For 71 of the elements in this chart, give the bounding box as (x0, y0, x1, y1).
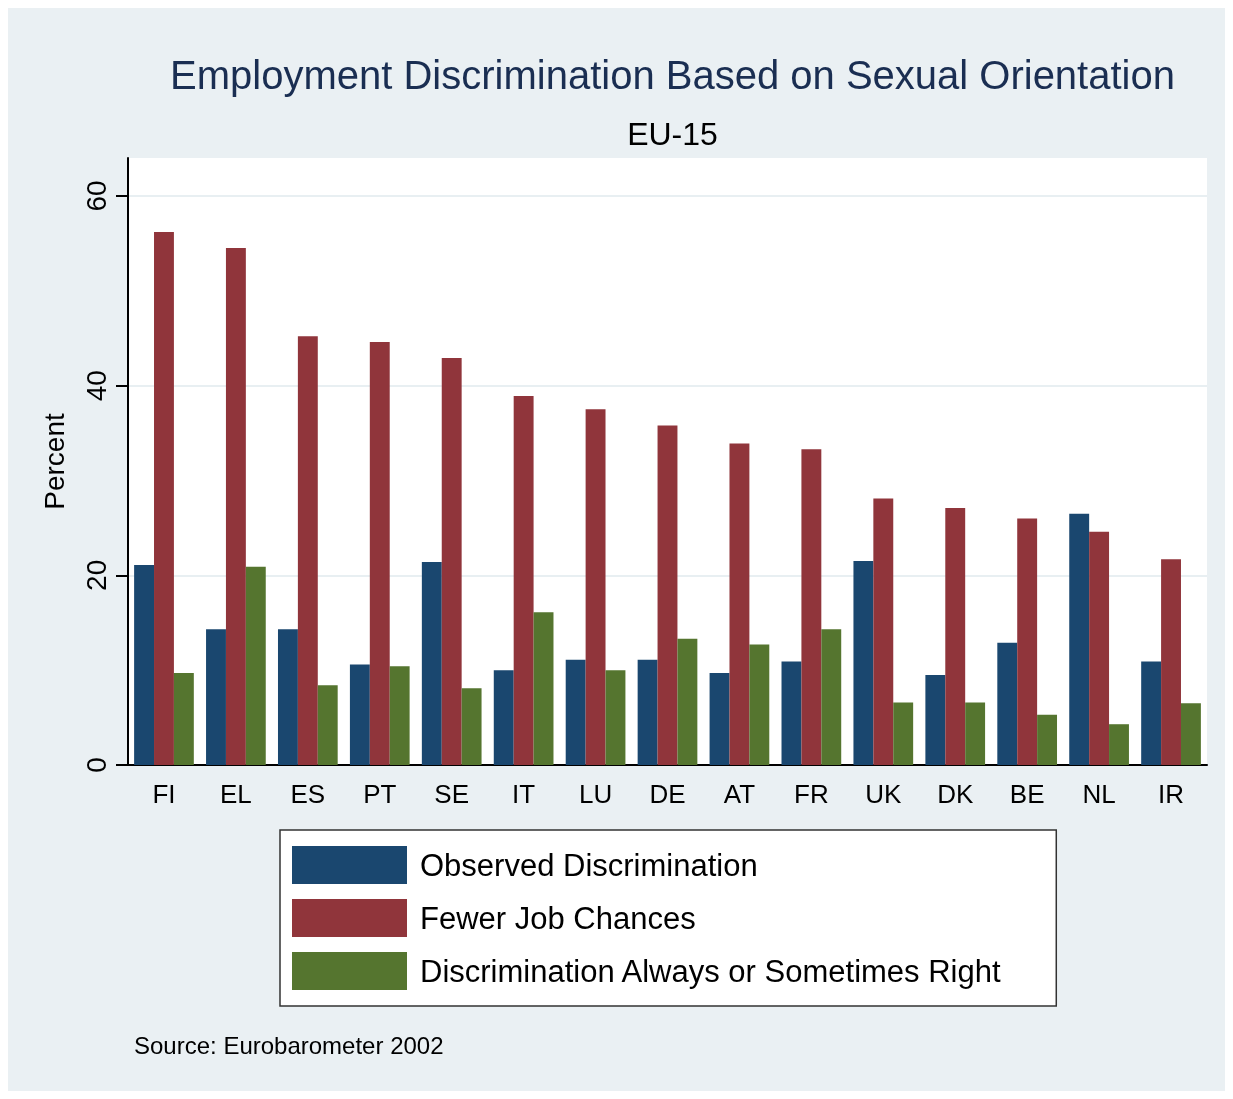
bar (349, 664, 370, 765)
bar (277, 629, 298, 765)
bar (749, 644, 770, 765)
bar (206, 629, 226, 765)
x-tick-label: SE (434, 779, 470, 809)
y-tick-label: 0 (80, 757, 112, 773)
bar (297, 336, 318, 765)
x-tick-label: FR (794, 779, 829, 809)
y-axis-title: Percent (38, 413, 70, 510)
x-tick-label: BE (1009, 779, 1045, 809)
bar (1141, 661, 1162, 765)
x-tick-label: LU (578, 779, 613, 809)
x-tick-label: NL (1082, 779, 1116, 809)
bar (945, 507, 966, 765)
bar (154, 231, 174, 765)
bar (565, 659, 586, 765)
bar (677, 638, 698, 765)
legend-label: Discrimination Always or Sometimes Right (420, 953, 1001, 989)
bar (873, 498, 894, 765)
bar (513, 396, 534, 765)
legend-label: Observed Discrimination (420, 847, 758, 883)
bar (1109, 724, 1129, 765)
bar (709, 673, 730, 765)
bar (965, 702, 986, 765)
bar (317, 685, 338, 765)
bar (225, 248, 246, 765)
x-tick-label: PT (363, 779, 397, 809)
bar (245, 566, 266, 765)
bar (1069, 513, 1090, 765)
bar (605, 670, 626, 765)
x-tick-label: FI (152, 779, 176, 809)
x-tick-label: IT (512, 779, 536, 809)
x-tick-label: ES (290, 779, 326, 809)
bar (853, 561, 874, 765)
bar (801, 449, 822, 765)
bar (173, 673, 194, 765)
bar (1089, 531, 1110, 765)
bar (421, 562, 442, 765)
x-tick-label: EL (219, 779, 252, 809)
bar (134, 564, 155, 765)
chart-title: Employment Discrimination Based on Sexual Orientation (170, 53, 1175, 97)
bar (461, 688, 482, 765)
bar (369, 342, 390, 765)
x-tick-label: DK (937, 779, 974, 809)
bar (441, 358, 462, 765)
bar (657, 425, 678, 765)
bar (997, 642, 1018, 765)
y-tick-label: 60 (80, 180, 112, 212)
bar (493, 670, 514, 765)
bar (893, 702, 914, 765)
bar (925, 674, 946, 765)
y-tick-label: 40 (80, 370, 112, 402)
bar (1037, 714, 1058, 765)
y-tick-label: 20 (80, 559, 112, 591)
bar (821, 629, 842, 765)
x-tick-label: AT (723, 779, 756, 809)
bar (1161, 559, 1181, 765)
chart-subtitle: EU-15 (627, 116, 718, 152)
bar (1017, 518, 1038, 765)
bar (637, 659, 658, 765)
x-tick-label: IR (1158, 779, 1185, 809)
bar (585, 409, 606, 765)
bar (389, 666, 410, 765)
bar (781, 661, 802, 765)
bar (1180, 703, 1201, 765)
legend-label: Fewer Job Chances (420, 900, 696, 936)
x-tick-label: UK (865, 779, 903, 809)
x-tick-label: DE (649, 779, 686, 809)
source-note: Source: Eurobarometer 2002 (134, 1031, 444, 1059)
bar (729, 443, 750, 765)
bar (533, 612, 554, 765)
